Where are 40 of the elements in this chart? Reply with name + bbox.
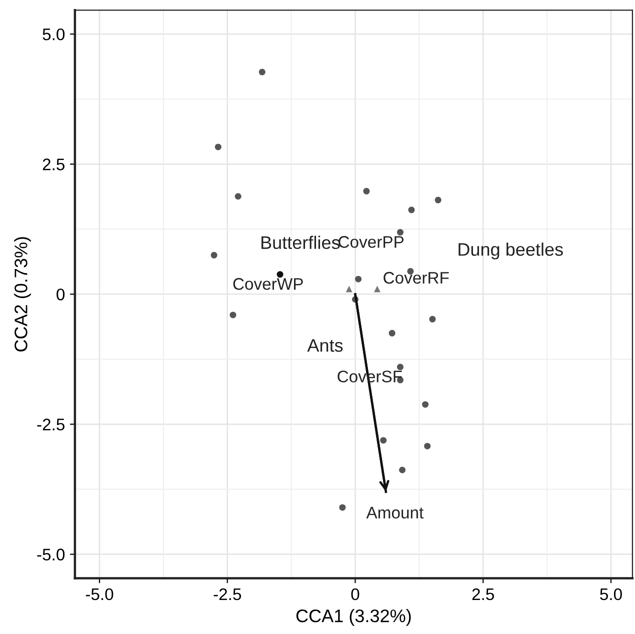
- annotation: CoverRF: [384, 272, 449, 284]
- annotation: Amount: [366, 506, 424, 519]
- point: [346, 286, 352, 292]
- annotation: Dung beetles: [458, 242, 563, 260]
- point: [339, 504, 346, 511]
- x-tick-label: 5.0: [600, 588, 622, 600]
- annotation: Butterflies: [262, 236, 340, 250]
- y-tick-label: -2.5: [37, 418, 65, 430]
- x-tick-label: -2.5: [214, 588, 242, 600]
- point: [363, 188, 370, 194]
- point: [434, 196, 442, 204]
- point: [258, 68, 266, 76]
- point: [396, 229, 404, 236]
- point: [408, 206, 415, 214]
- point: [210, 252, 218, 258]
- point: [422, 401, 429, 408]
- point: [234, 193, 242, 200]
- annotation: CoverWP: [233, 278, 303, 290]
- point: [374, 286, 380, 292]
- point: [355, 276, 362, 282]
- point: [396, 364, 404, 370]
- x-tick-label: -5.0: [86, 588, 114, 600]
- annotation: CoverPP: [338, 236, 404, 248]
- point: [388, 330, 396, 336]
- point: [380, 437, 387, 444]
- y-tick-label: 5.0: [42, 28, 65, 40]
- point: [399, 466, 406, 474]
- x-tick-label: 0: [351, 588, 360, 600]
- point: [214, 144, 222, 150]
- y-axis-title: CCA2 (0.73%): [14, 237, 31, 352]
- y-tick-label: 0: [56, 288, 65, 300]
- x-axis-title: CCA1 (3.32%): [296, 609, 411, 626]
- y-tick-label: -5.0: [37, 548, 65, 560]
- x-tick-label: 2.5: [472, 588, 494, 600]
- point: [230, 312, 236, 318]
- y-tick-label: 2.5: [42, 158, 65, 170]
- point: [429, 316, 436, 322]
- point: [424, 442, 431, 450]
- annotation: Ants: [307, 339, 343, 352]
- point: [276, 271, 284, 278]
